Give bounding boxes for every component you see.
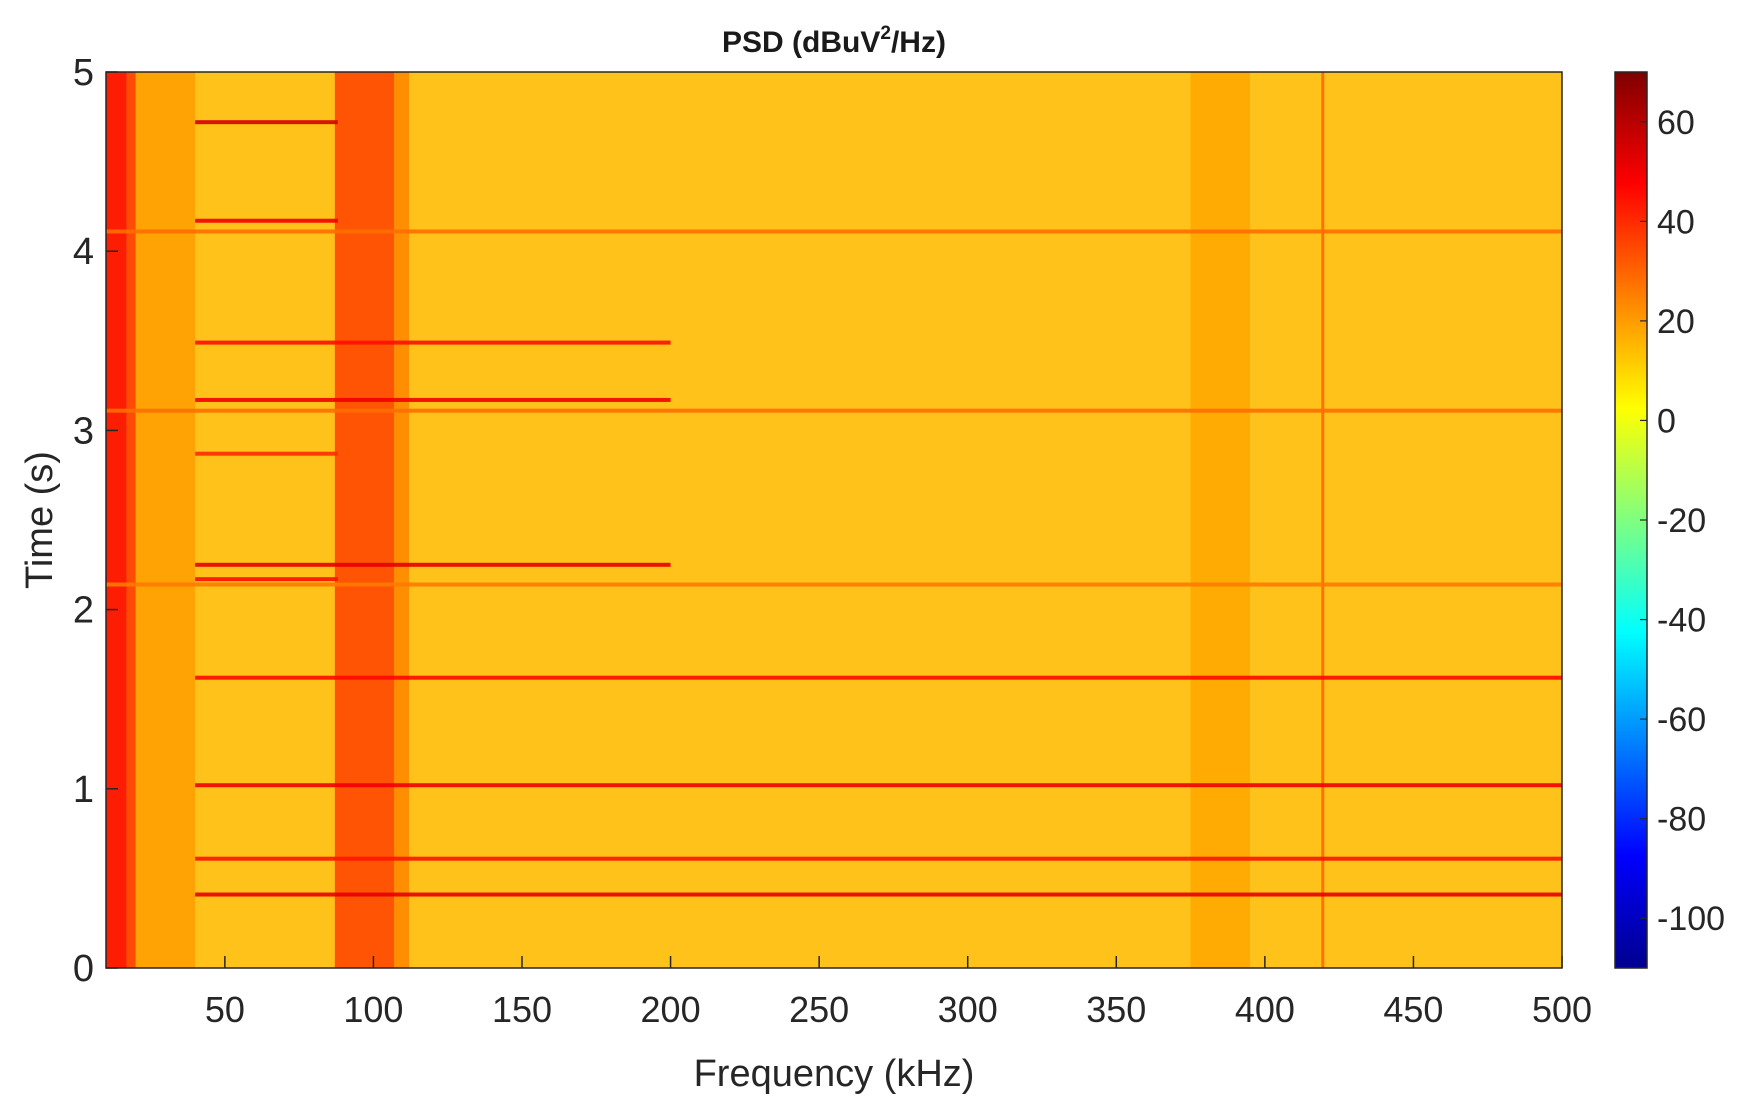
- colorbar: 60 40 20 0 -20 -40 -60 -80 -100: [1614, 71, 1725, 969]
- chart-title: PSD (dBuV2/Hz): [722, 23, 946, 59]
- horizontal-line-10: [195, 675, 1563, 680]
- x-tick-label: 400: [1235, 989, 1295, 1030]
- x-tick-label: 150: [492, 989, 552, 1030]
- x-tick-label: 450: [1383, 989, 1443, 1030]
- horizontal-line-9: [106, 582, 1562, 587]
- horizontal-line-2: [106, 229, 1562, 234]
- horizontal-line-6: [195, 451, 338, 456]
- horizontal-line-7: [195, 562, 671, 567]
- colorbar-tick-label: -40: [1657, 602, 1706, 640]
- horizontal-line-5: [106, 408, 1562, 413]
- x-tick-label: 200: [641, 989, 701, 1030]
- y-tick-label: 4: [73, 231, 94, 273]
- colorbar-tick-label: -60: [1657, 701, 1706, 739]
- x-tick-label: 100: [343, 989, 403, 1030]
- vertical-band-0: [106, 72, 127, 968]
- horizontal-line-12: [195, 856, 1563, 861]
- heatmap-features: [106, 72, 1563, 968]
- colorbar-tick-label: -80: [1657, 801, 1706, 839]
- vertical-band-2: [135, 72, 196, 968]
- horizontal-line-0: [195, 120, 338, 125]
- colorbar-tick-label: 60: [1657, 104, 1695, 142]
- x-tick-label: 300: [938, 989, 998, 1030]
- vertical-band-5: [1190, 72, 1250, 968]
- horizontal-line-4: [195, 397, 671, 402]
- colorbar-tick-label: 0: [1657, 402, 1676, 440]
- colorbar-tick-label: 40: [1657, 203, 1695, 241]
- x-axis-label: Frequency (kHz): [694, 1053, 975, 1095]
- plot-frame: [105, 71, 1563, 969]
- vertical-band-4: [394, 72, 410, 968]
- x-tick-label: 50: [205, 989, 245, 1030]
- horizontal-line-11: [195, 783, 1563, 788]
- heatmap-plot-area: [105, 71, 1563, 969]
- colorbar-ticks: 60 40 20 0 -20 -40 -60 -80 -100: [1640, 104, 1725, 938]
- heatmap-background: [106, 72, 1562, 968]
- colorbar-tick-label: -100: [1657, 900, 1725, 938]
- horizontal-line-8: [195, 577, 338, 582]
- y-tick-label: 1: [73, 769, 94, 811]
- vertical-band-3: [334, 72, 395, 968]
- chart-title-prefix: PSD (dBuV: [722, 26, 880, 59]
- y-tick-label: 0: [73, 948, 94, 990]
- x-tick-label: 500: [1532, 989, 1592, 1030]
- x-tick-label: 350: [1086, 989, 1146, 1030]
- x-tick-label: 250: [789, 989, 849, 1030]
- colorbar-tick-label: 20: [1657, 303, 1695, 341]
- y-tick-label: 2: [73, 590, 94, 632]
- horizontal-line-3: [195, 340, 671, 345]
- y-tick-label: 3: [73, 410, 94, 452]
- y-tick-label: 5: [73, 52, 94, 94]
- vertical-band-1: [126, 72, 136, 968]
- horizontal-line-13: [195, 892, 1563, 897]
- colorbar-tick-label: -20: [1657, 502, 1706, 540]
- y-axis-label: Time (s): [19, 451, 61, 589]
- x-axis-ticks: 50 100 150 200 250 300 350 400 450 500: [205, 956, 1592, 1030]
- chart-title-suffix: /Hz): [891, 26, 946, 59]
- y-axis-ticks: 0 1 2 3 4 5: [73, 52, 118, 990]
- chart-title-superscript: 2: [880, 23, 891, 44]
- horizontal-line-1: [195, 218, 338, 223]
- vertical-band-6: [1321, 72, 1325, 968]
